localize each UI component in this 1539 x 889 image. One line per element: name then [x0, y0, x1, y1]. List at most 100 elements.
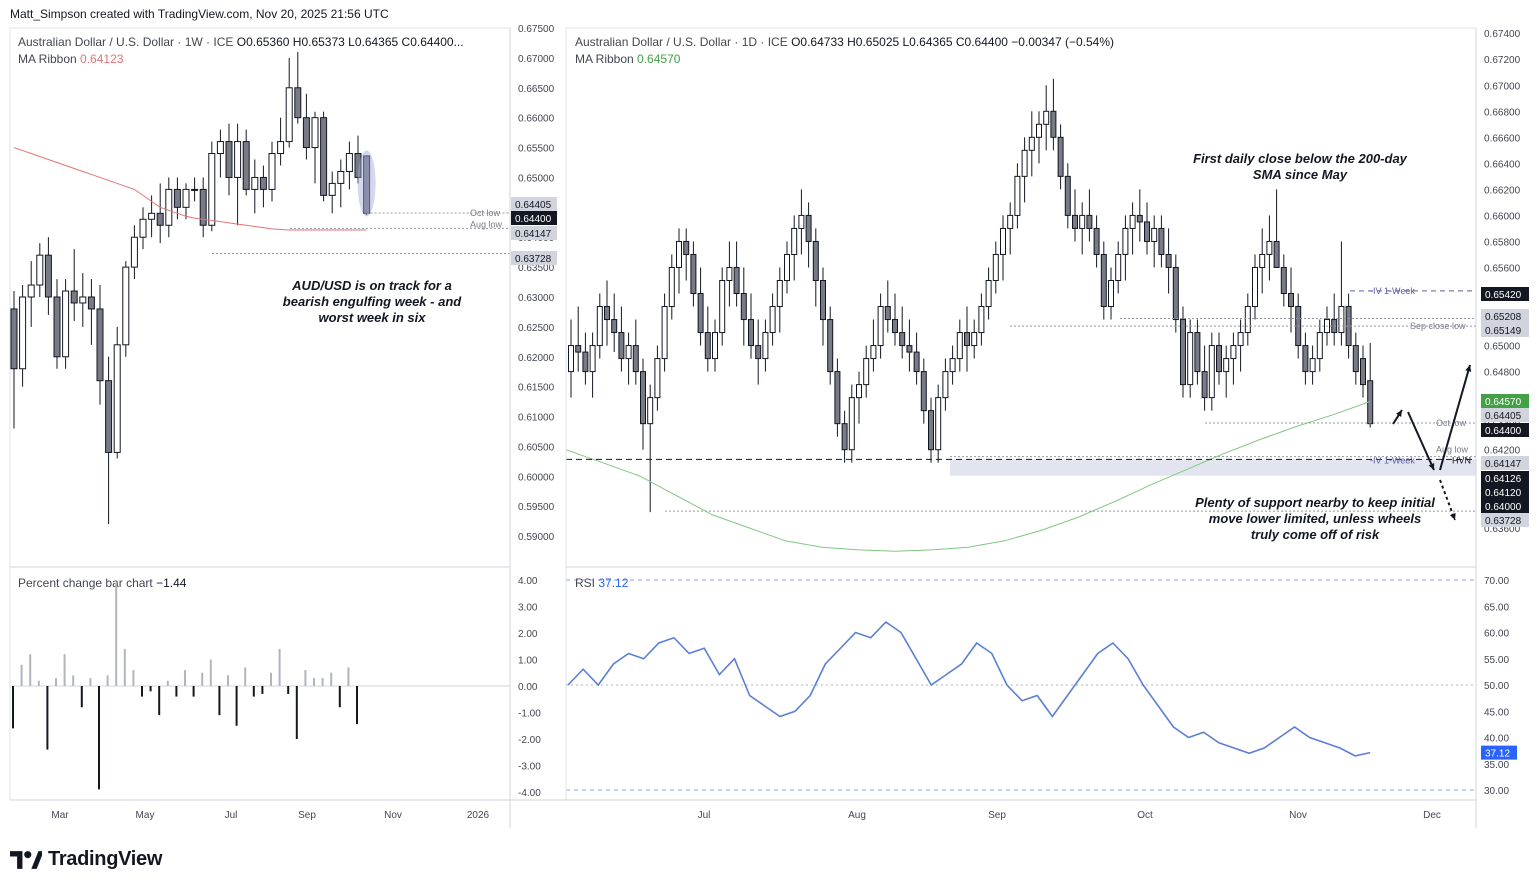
percent-bar — [29, 654, 32, 686]
daily-candle-body — [805, 214, 812, 242]
right-time-tick: Aug — [848, 810, 866, 821]
percent-bar — [55, 678, 57, 686]
tradingview-brand: TradingView — [48, 848, 163, 870]
weekly-candle-body — [354, 153, 362, 178]
daily-candle-body — [733, 266, 740, 295]
rsi-chart — [566, 579, 1476, 791]
percent-tick: 3.00 — [518, 603, 538, 614]
percent-change-legend: Percent change bar chart −1.44 — [18, 576, 186, 590]
daily-candle-body — [1108, 279, 1114, 308]
left-price-tick: 0.66000 — [518, 114, 555, 125]
weekly-candle-body — [36, 254, 44, 286]
left-price-tick: 0.66500 — [518, 84, 555, 95]
daily-candle-body — [1352, 345, 1359, 373]
weekly-candle-body — [44, 254, 52, 298]
daily-candle-body — [1244, 306, 1251, 334]
left-price-tick: 0.59000 — [518, 532, 555, 543]
daily-candle-body — [575, 345, 582, 353]
percent-bar — [20, 664, 23, 686]
percent-bar — [184, 670, 186, 686]
right-price-tick: 0.65800 — [1484, 237, 1521, 248]
chart-header: Matt_Simpson created with TradingView.co… — [10, 7, 389, 21]
percent-bar — [295, 686, 298, 739]
percent-bar — [356, 686, 358, 725]
daily-candle-body — [1208, 345, 1215, 399]
weekly-candle-body — [311, 117, 319, 149]
right-time-tick: Nov — [1289, 810, 1307, 821]
daily-candle-body — [604, 306, 610, 321]
left-price-tick: 0.62000 — [518, 353, 555, 364]
daily-candle-body — [949, 358, 956, 373]
percent-bar — [141, 686, 143, 697]
percent-tick: 0.00 — [518, 682, 538, 693]
weekly-candle-body — [302, 117, 310, 149]
right-price-tick: 0.64800 — [1484, 368, 1521, 379]
right-ma-legend: MA Ribbon 0.64570 — [575, 52, 680, 66]
right-time-tick: Dec — [1423, 810, 1441, 821]
weekly-candle-body — [19, 296, 27, 370]
percent-bar — [158, 686, 161, 716]
daily-candle-body — [870, 345, 877, 360]
right-price-tag-text: 0.64000 — [1485, 502, 1522, 513]
rsi-tick: 35.00 — [1484, 760, 1509, 771]
left-legend: Australian Dollar / U.S. Dollar · 1W · I… — [18, 35, 464, 49]
right-price-tick: 0.66800 — [1484, 107, 1521, 118]
daily-candle-body — [596, 306, 603, 347]
weekly-candle-body — [70, 290, 78, 304]
percent-bar — [149, 686, 152, 692]
rsi-tick: 65.00 — [1484, 602, 1509, 613]
left-price-tag-text: 0.64405 — [515, 200, 552, 211]
iv-upper-label: -IV 1-Week — [1370, 286, 1415, 296]
daily-candle-body — [877, 306, 884, 347]
daily-candle-body — [906, 345, 913, 353]
right-price-tag-text: 0.65208 — [1485, 312, 1522, 323]
weekly-candle-body — [285, 87, 293, 143]
right-price-tag-text: 0.64126 — [1485, 474, 1522, 485]
right-price-tick: 0.65000 — [1484, 342, 1521, 353]
weekly-candle-body — [234, 141, 242, 178]
right-symbol-title: Australian Dollar / U.S. Dollar · 1D · I… — [575, 35, 788, 49]
percent-bar — [330, 672, 333, 686]
right-price-tag-text: 0.63728 — [1485, 516, 1522, 527]
weekly-candle-body — [277, 141, 285, 155]
last-candle-highlight — [357, 150, 376, 217]
daily-candle-body — [978, 306, 985, 334]
daily-candle-body — [704, 332, 711, 360]
daily-candle-body — [841, 423, 848, 451]
daily-candle-body — [1115, 253, 1122, 281]
right-price-tag — [1481, 287, 1529, 301]
right-price-tag-text: 0.65149 — [1485, 326, 1522, 337]
daily-candle-body — [1028, 136, 1035, 151]
left-ma-value: 0.64123 — [80, 52, 124, 66]
weekly-candle-body — [173, 188, 181, 208]
left-price-tick: 0.61500 — [518, 383, 555, 394]
left-pane-border — [9, 27, 511, 801]
right-price-tag — [1481, 309, 1529, 323]
daily-candle-body — [1007, 214, 1014, 229]
daily-candle-body — [942, 371, 949, 399]
percent-tick: -4.00 — [518, 788, 541, 799]
daily-candle-body — [1360, 358, 1366, 386]
rsi-tick: 50.00 — [1484, 681, 1509, 692]
daily-candle-body — [1151, 227, 1158, 242]
weekly-candle-body — [79, 296, 87, 304]
daily-candle-body — [654, 358, 661, 399]
weekly-candle-body — [62, 290, 70, 358]
breakdown-arrow — [1439, 479, 1456, 521]
daily-candle-body — [748, 319, 754, 347]
tradingview-logo[interactable]: TradingView — [10, 848, 162, 871]
daily-candle-body — [683, 240, 690, 255]
daily-candle-body — [1280, 266, 1287, 295]
right-price-tag-text: 0.64147 — [1485, 459, 1522, 470]
left-price-tick: 0.63500 — [518, 263, 555, 274]
weekly-ma-line — [13, 147, 367, 231]
percent-change-value: −1.44 — [156, 576, 187, 590]
percent-bar — [37, 680, 40, 686]
aug-low-daily-label: Aug low — [1436, 445, 1469, 455]
rally-arrow — [1439, 364, 1471, 471]
daily-candle-body — [985, 279, 992, 308]
breakdown-arrow-head — [1449, 513, 1456, 520]
daily-candle-body — [1172, 266, 1179, 321]
daily-candle-body — [740, 293, 747, 321]
